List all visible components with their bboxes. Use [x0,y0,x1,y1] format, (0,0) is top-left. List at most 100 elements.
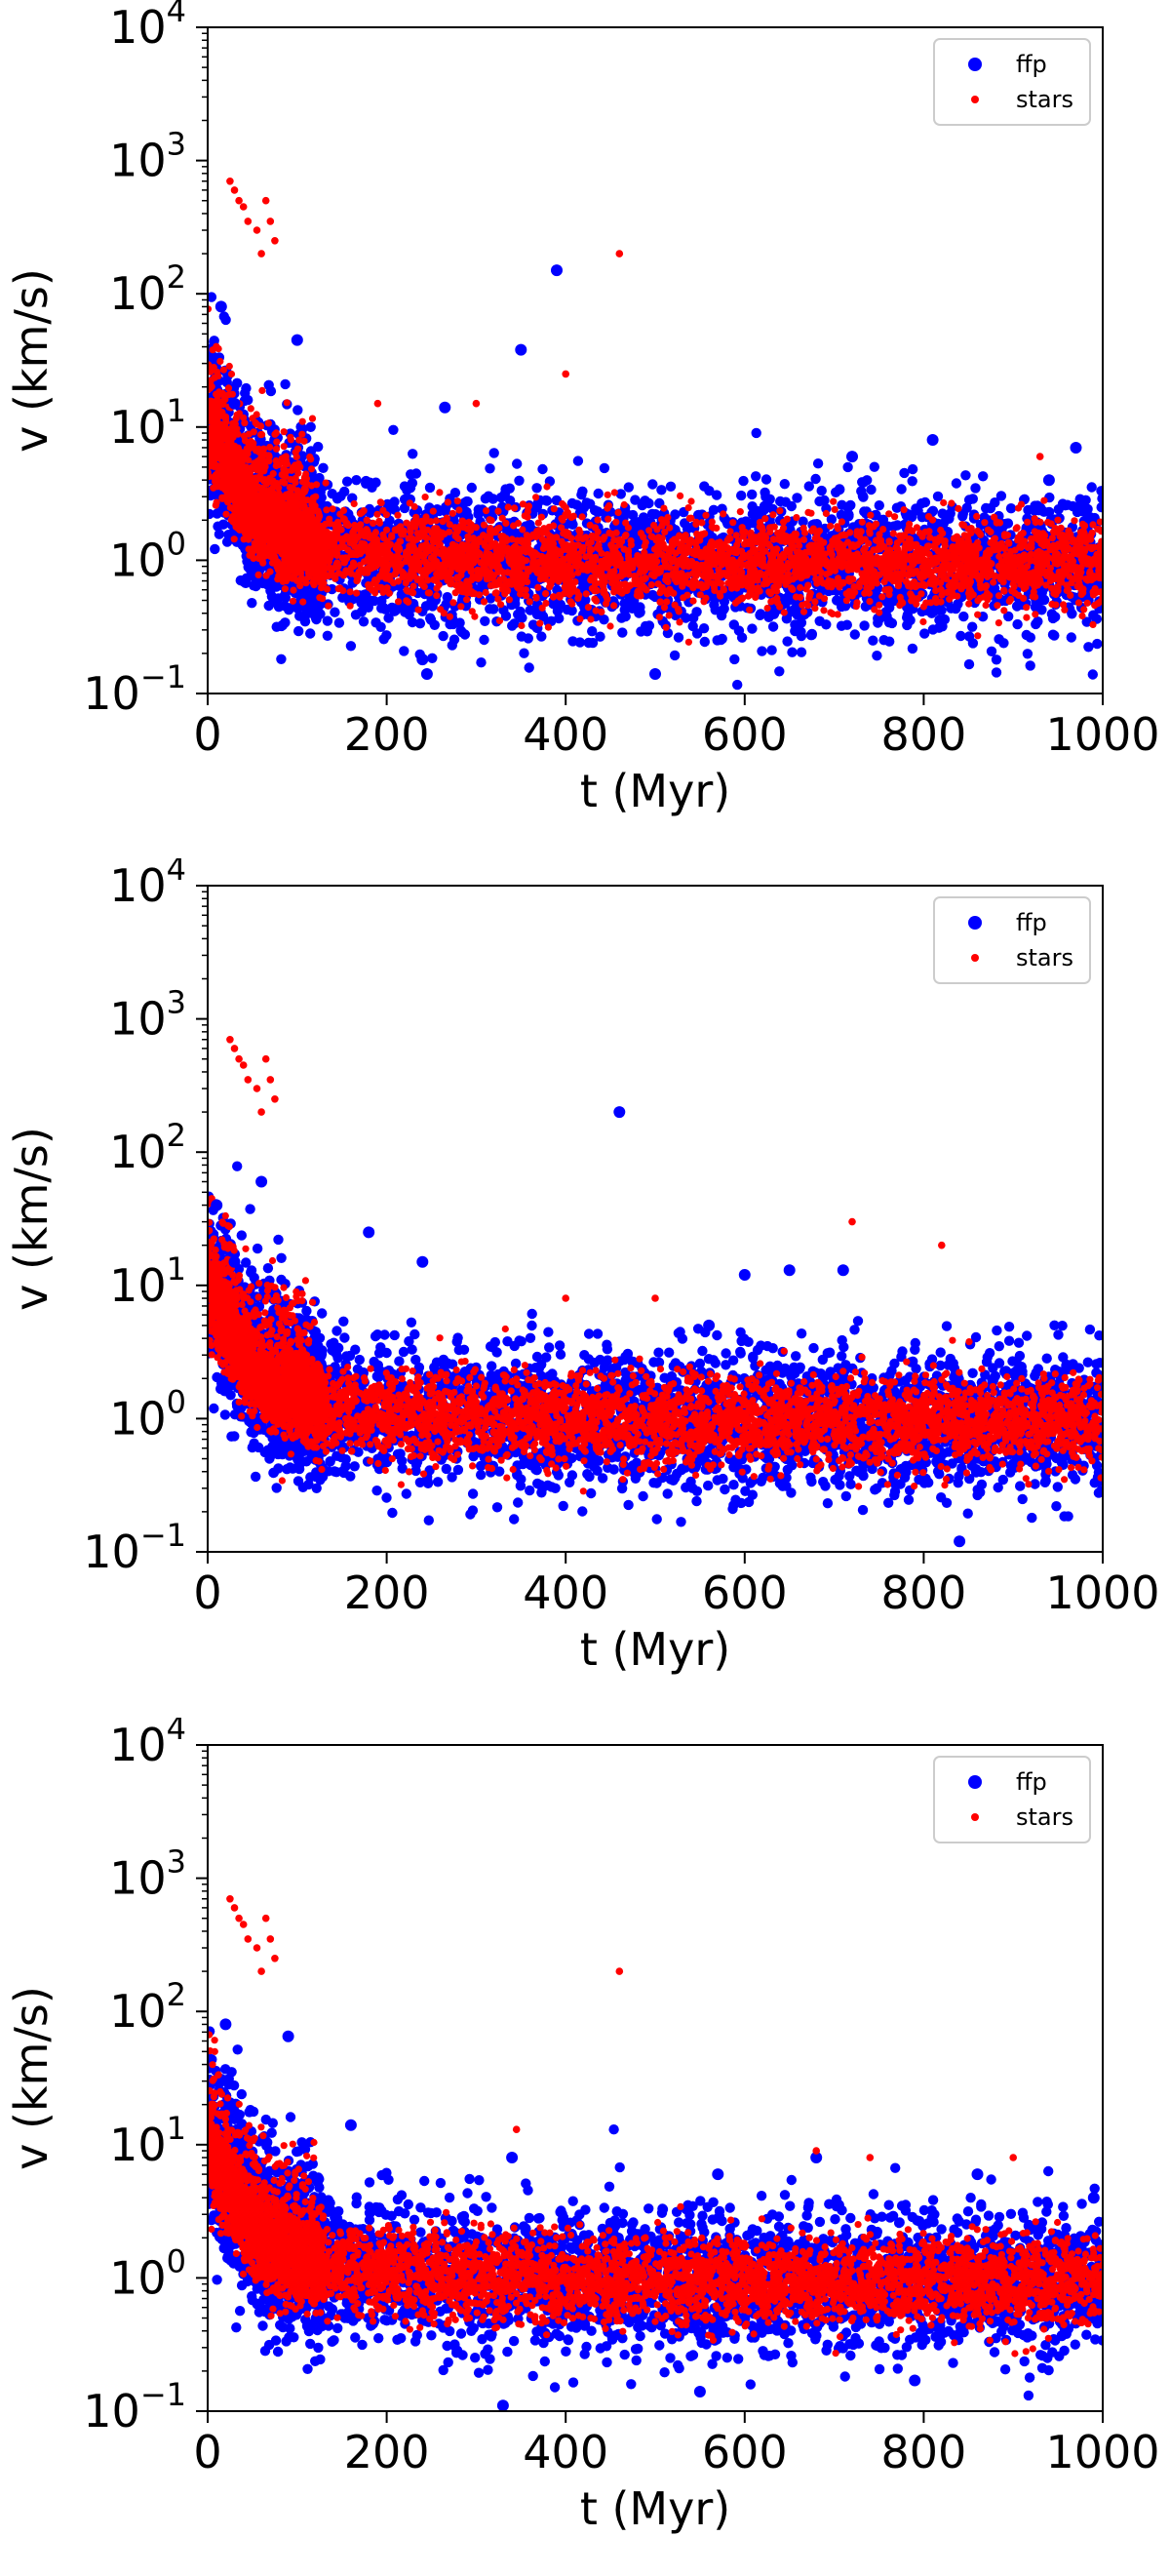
ffp-point [567,636,578,647]
ffp-point [927,624,939,635]
ffp-point [442,592,452,603]
ffp-point [806,629,817,641]
ffp-point [782,636,793,647]
ffp-point [963,631,975,642]
ffp-point [981,502,992,514]
ffp-point [990,497,1000,508]
stars-point [290,586,297,594]
ffp-point [866,484,877,495]
stars-point [1054,516,1062,524]
ffp-point [1022,649,1034,659]
ffp-point [1072,506,1083,518]
ffp-point [524,662,534,673]
ffp-point [615,489,626,499]
stars-point [948,499,956,507]
ffp-point [886,617,898,629]
ffp-point [821,503,832,514]
ffp-point [884,602,895,614]
ffp-point [787,647,798,657]
ffp-point [263,600,274,612]
plot-area [208,178,1103,691]
ffp-point [427,653,438,663]
scatter-cloud [208,292,1103,691]
ffp-point [485,463,495,474]
ffp-point [1023,504,1034,516]
ffp-point [273,593,284,604]
ffp-point [738,475,749,487]
ffp-point [956,630,966,642]
ffp-point [711,490,722,500]
ffp-point [262,579,273,590]
ffp-point [1081,616,1092,627]
ffp-point [1049,630,1060,641]
ffp-point [536,631,547,642]
ffp-point [466,482,477,494]
ffp-point [515,606,526,617]
ffp-point [514,475,525,486]
ffp-point [902,612,913,623]
ffp-point [292,405,303,416]
ffp-point [960,470,971,481]
ffp-point [218,311,229,322]
ffp-point [459,497,470,508]
ffp-point [1096,501,1103,513]
ffp-point [479,634,489,646]
ffp-point [351,475,362,486]
ffp-point [424,482,436,494]
ffp-point [896,484,907,495]
ffp-point [1066,632,1077,643]
ffp-point [400,605,410,615]
ffp-point [732,679,743,691]
ffp-point [868,635,878,646]
ffp-point [383,613,394,623]
ffp-point [736,632,748,643]
ffp-point [836,601,847,613]
ffp-point [485,604,495,614]
ffp-point [752,505,762,517]
ffp-point [710,605,721,615]
ffp-point [816,485,827,496]
ffp-point [350,610,362,620]
ffp-point [916,497,927,509]
ffp-point [874,500,884,511]
ffp-point [483,491,494,501]
ffp-point [370,617,381,628]
ffp-point [208,292,217,302]
ffp-point [277,619,289,631]
ffp-point [636,626,646,637]
ffp-point [335,491,346,501]
ffp-point [408,449,418,459]
ffp-point [843,511,854,522]
ffp-point [249,580,259,591]
ffp-point [361,598,372,610]
ffp-point [551,600,562,612]
ffp-point [751,471,761,482]
ffp-point [505,495,516,506]
ffp-point [577,486,588,496]
ffp-point [630,495,641,505]
ffp-point [767,621,779,632]
ffp-point [554,613,565,624]
ffp-point [1086,482,1097,493]
stars-point [736,508,744,516]
ffp-point [1092,638,1103,650]
ffp-point [729,654,740,665]
ffp-point [540,495,551,506]
ffp-point [669,650,681,661]
stars-point [584,604,593,612]
ffp-point [986,646,997,656]
ffp-point [888,521,900,532]
ffp-point [774,666,785,677]
ffp-point [263,379,274,390]
stars-point [582,590,590,598]
ffp-point [361,478,371,489]
ffp-point [333,617,345,628]
ffp-point [449,488,461,498]
ffp-point [995,491,1007,501]
ffp-point [305,421,316,432]
ffp-point [571,499,582,510]
ffp-point [459,629,471,640]
ffp-point [322,615,333,626]
ffp-point [856,486,867,496]
ffp-point [566,605,577,616]
